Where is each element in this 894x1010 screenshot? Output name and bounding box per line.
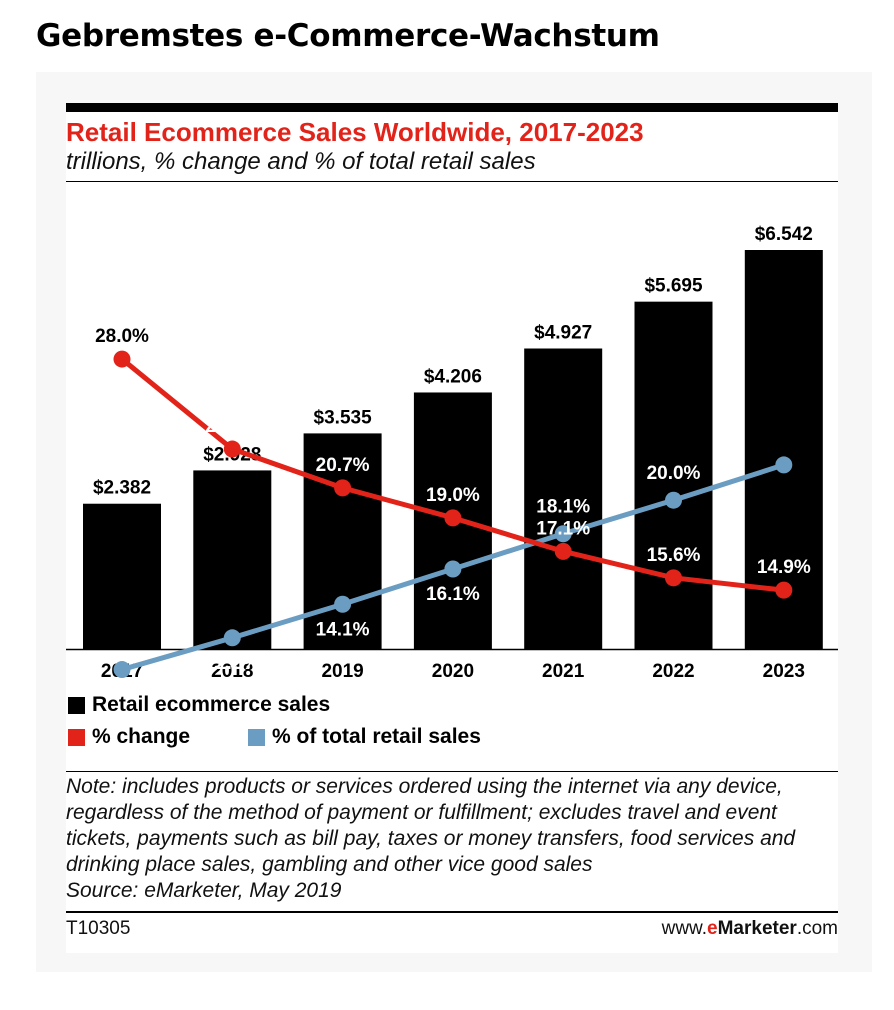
bar-label-2017: $2.382 xyxy=(93,478,151,499)
legend-swatch-share xyxy=(248,728,265,746)
bar-label-2022: $5.695 xyxy=(644,276,703,297)
x-tick-2021: 2021 xyxy=(542,661,585,682)
page-heading: Gebremstes e-Commerce-Wachstum xyxy=(36,18,660,54)
chart-card: Retail Ecommerce Sales Worldwide, 2017-2… xyxy=(66,103,838,953)
legend-label-sales: Retail ecommerce sales xyxy=(92,693,331,716)
share-point-2017 xyxy=(113,661,131,679)
bar-2021 xyxy=(524,348,603,649)
bar-label-2020: $4.206 xyxy=(424,366,482,387)
bar-label-2021: $4.927 xyxy=(534,322,592,343)
x-tick-2022: 2022 xyxy=(652,661,694,682)
change-point-2023 xyxy=(775,581,793,599)
x-tick-2018: 2018 xyxy=(211,661,253,682)
share-label-2021: 18.1% xyxy=(536,497,590,518)
chart-title: Retail Ecommerce Sales Worldwide, 2017-2… xyxy=(66,117,644,147)
x-tick-2019: 2019 xyxy=(321,661,363,682)
legend-item-share: % of total retail sales xyxy=(248,725,481,749)
bar-2018 xyxy=(193,470,272,649)
share-point-2018 xyxy=(223,629,241,647)
note-rule-bottom xyxy=(66,911,838,913)
change-point-2021 xyxy=(554,542,572,560)
x-tick-2023: 2023 xyxy=(763,661,805,682)
legend-item-change: % change xyxy=(68,725,190,749)
change-label-2022: 15.6% xyxy=(647,545,701,566)
top-rule xyxy=(66,103,838,112)
share-point-2020 xyxy=(444,560,462,578)
share-point-2022 xyxy=(665,491,682,509)
change-point-2017 xyxy=(113,350,131,368)
share-label-2017: 10.4% xyxy=(95,685,149,688)
chart-code: T10305 xyxy=(66,918,131,939)
subtitle-rule xyxy=(66,181,838,182)
share-label-2020: 16.1% xyxy=(426,584,480,605)
share-label-2018: 12.2% xyxy=(205,653,259,674)
change-label-2021: 17.1% xyxy=(536,518,590,539)
legend-item-sales: Retail ecommerce sales xyxy=(68,693,330,717)
bar-label-2023: $6.542 xyxy=(755,224,813,245)
note-text: Note: includes products or services orde… xyxy=(66,775,796,876)
chart-note: Note: includes products or services orde… xyxy=(66,774,838,904)
legend-swatch-change xyxy=(68,728,85,746)
change-label-2017: 28.0% xyxy=(95,326,149,347)
change-point-2019 xyxy=(334,479,352,497)
x-tick-2020: 2020 xyxy=(432,661,474,682)
brand-prefix: www. xyxy=(661,918,708,939)
brand-name: Marketer xyxy=(717,918,797,939)
change-point-2022 xyxy=(665,569,682,587)
share-label-2022: 20.0% xyxy=(647,463,701,484)
bar-2017 xyxy=(83,503,161,649)
share-point-2023 xyxy=(775,456,793,474)
change-label-2018: 22.9% xyxy=(205,416,259,437)
bar-label-2019: $3.535 xyxy=(314,407,373,428)
share-label-2023: 22.0% xyxy=(757,430,811,451)
share-point-2019 xyxy=(334,595,352,613)
legend-label-change: % change xyxy=(92,725,191,748)
change-point-2018 xyxy=(223,440,241,458)
brand-suffix: .com xyxy=(796,918,838,939)
bar-2022 xyxy=(634,301,713,649)
note-rule-top xyxy=(66,771,838,772)
chart-subtitle: trillions, % change and % of total retai… xyxy=(66,148,536,175)
chart-plot: $2.382$2.928$3.535$4.206$4.927$5.695$6.5… xyxy=(66,224,838,688)
change-label-2020: 19.0% xyxy=(426,485,480,506)
share-point-2021 xyxy=(554,525,572,543)
change-label-2019: 20.7% xyxy=(316,455,370,476)
legend-label-share: % of total retail sales xyxy=(272,725,481,748)
brand-e: e xyxy=(707,918,718,939)
legend-swatch-sales xyxy=(68,696,85,714)
change-label-2023: 14.9% xyxy=(757,557,811,578)
change-point-2020 xyxy=(444,509,462,527)
source-text: Source: eMarketer, May 2019 xyxy=(66,879,342,902)
brand-link[interactable]: www.eMarketer.com xyxy=(662,918,838,940)
share-label-2019: 14.1% xyxy=(316,619,370,640)
